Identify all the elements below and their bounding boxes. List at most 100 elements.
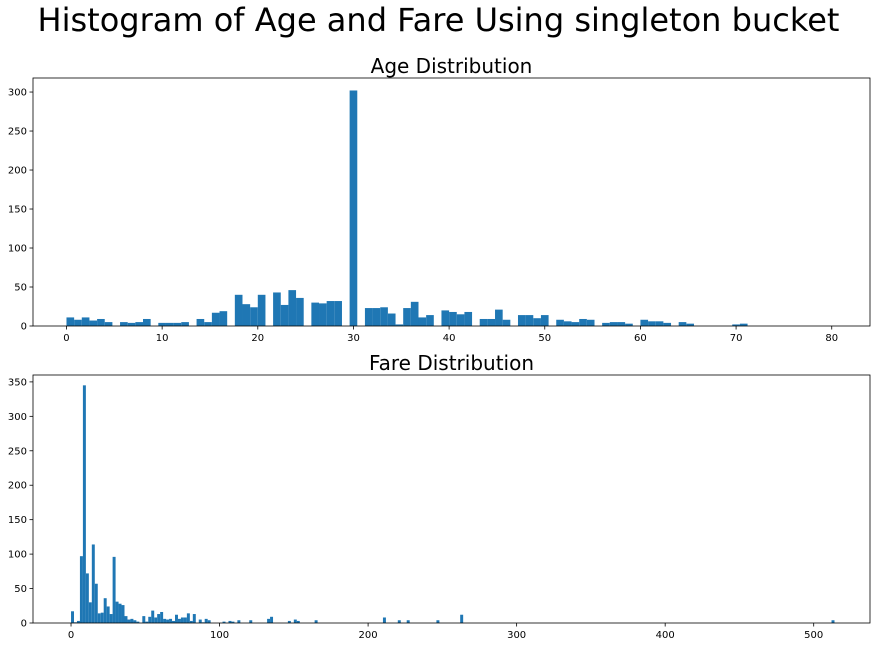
- age-bar: [380, 307, 388, 326]
- age-bar: [602, 322, 610, 326]
- age-bar: [640, 319, 649, 326]
- fare-bar: [109, 614, 113, 623]
- age-bar: [250, 307, 258, 326]
- fare-bar: [82, 385, 86, 623]
- age-bar: [334, 301, 342, 326]
- fare-bar: [124, 616, 128, 623]
- fare-xtick-label: 400: [656, 630, 675, 641]
- fare-bar: [382, 617, 386, 623]
- fare-bar: [436, 620, 440, 623]
- age-ytick-label: 200: [8, 166, 27, 177]
- age-bar: [66, 317, 75, 326]
- age-bar: [257, 294, 266, 326]
- fare-bar: [183, 617, 187, 623]
- age-bar: [74, 319, 82, 326]
- fare-ytick-label: 250: [8, 446, 27, 457]
- age-bar: [579, 318, 587, 326]
- fare-bar: [460, 614, 464, 623]
- fare-bar: [103, 598, 107, 623]
- fare-bar: [145, 621, 149, 623]
- fare-ytick-label: 100: [8, 550, 27, 561]
- age-bar: [349, 90, 358, 326]
- fare-bar: [270, 616, 274, 623]
- age-bar: [219, 311, 228, 326]
- age-bar: [143, 318, 151, 326]
- fare-xtick-label: 0: [68, 630, 74, 641]
- fare-bar: [88, 602, 92, 623]
- fare-ytick-label: 0: [21, 619, 27, 630]
- fare-bar: [192, 614, 196, 623]
- age-xtick-label: 50: [538, 333, 551, 344]
- age-bar: [540, 315, 549, 326]
- fare-bar: [314, 620, 318, 623]
- age-bar: [648, 321, 656, 326]
- age-xtick-label: 20: [251, 333, 264, 344]
- fare-bar: [79, 556, 83, 623]
- age-bar: [158, 322, 166, 326]
- fare-bar: [198, 619, 202, 623]
- age-bar: [280, 304, 289, 326]
- age-bar: [173, 322, 182, 326]
- fare-bar: [130, 618, 134, 623]
- age-bar: [319, 303, 327, 326]
- age-bar: [418, 317, 427, 326]
- age-axes-frame: [32, 77, 871, 327]
- age-bar: [410, 301, 419, 326]
- fare-bar: [831, 620, 835, 623]
- fare-ytick-label: 300: [8, 412, 27, 423]
- age-bar: [364, 308, 373, 326]
- fare-bar: [186, 613, 190, 623]
- age-bar: [135, 322, 144, 326]
- age-xtick-label: 80: [825, 333, 838, 344]
- age-xtick-label: 70: [730, 333, 743, 344]
- age-ytick-label: 100: [8, 244, 27, 255]
- age-bar: [464, 311, 473, 326]
- fare-bar: [169, 618, 173, 623]
- age-bar: [563, 321, 572, 326]
- age-bar: [556, 319, 564, 326]
- age-bar: [181, 322, 189, 326]
- fare-bar: [97, 613, 101, 623]
- fare-ytick-label: 150: [8, 515, 27, 526]
- fare-bar: [100, 612, 104, 623]
- age-bar: [104, 322, 113, 326]
- age-bar: [403, 308, 411, 326]
- figure-title: Histogram of Age and Fare Using singleto…: [37, 1, 840, 39]
- age-bar: [487, 318, 496, 326]
- fare-bar: [76, 620, 80, 623]
- age-xtick-label: 30: [347, 333, 360, 344]
- fare-chart-title: Fare Distribution: [369, 351, 534, 375]
- age-bar: [242, 304, 251, 326]
- fare-bar: [177, 618, 181, 623]
- age-bar: [663, 322, 672, 326]
- fare-bar: [397, 620, 401, 623]
- age-bar: [678, 322, 687, 326]
- age-bar: [739, 323, 748, 326]
- age-bar: [311, 302, 320, 326]
- age-bar: [211, 312, 220, 326]
- age-bar: [395, 324, 404, 326]
- age-bar: [525, 315, 534, 326]
- fare-bar: [106, 606, 110, 623]
- age-bar: [586, 319, 595, 326]
- fare-bar: [189, 620, 193, 623]
- fare-bar: [71, 611, 74, 623]
- age-bar: [165, 322, 174, 326]
- age-histogram: 0 10 20 30 40 50 60 70 80 0 50 100 150 200 250 300: [8, 77, 871, 344]
- fare-xtick-label: 200: [359, 630, 378, 641]
- fare-bar: [296, 620, 300, 623]
- fare-bar: [157, 614, 161, 623]
- age-bar: [479, 318, 488, 326]
- fare-ytick-label: 200: [8, 481, 27, 492]
- age-ytick-label: 300: [8, 88, 27, 99]
- fare-bar: [154, 617, 158, 623]
- age-bar: [234, 294, 243, 326]
- fare-bar: [237, 620, 241, 623]
- age-bar: [449, 311, 457, 326]
- age-bar: [625, 323, 633, 326]
- fare-bar: [85, 573, 89, 623]
- age-bar: [273, 292, 281, 326]
- fare-bar: [94, 583, 98, 623]
- fare-bar: [133, 620, 137, 623]
